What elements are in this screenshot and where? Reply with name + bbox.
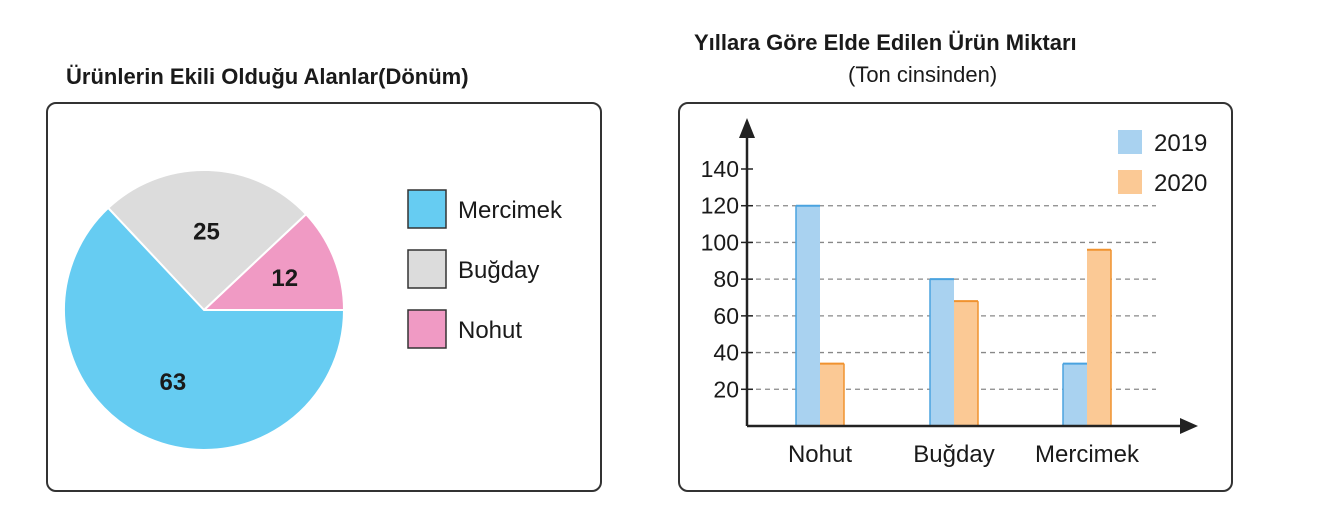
bar-chart-subtitle: (Ton cinsinden) — [848, 62, 998, 87]
pie-value-label-nohut: 12 — [271, 265, 298, 292]
legend-swatch-mercimek — [407, 189, 447, 229]
legend-label-2019: 2019 — [1154, 130, 1207, 157]
bar-mercimek-2020 — [1087, 249, 1111, 426]
legend-label-buğday: Buğday — [458, 257, 539, 284]
pie-value-label-buğday: 25 — [193, 219, 220, 246]
pie-chart: 12 25 63 Mercimek Buğday Nohut — [63, 168, 563, 451]
y-tick-label-140: 140 — [701, 156, 739, 182]
y-tick-label-60: 60 — [713, 303, 739, 329]
bar-buğday-2019 — [930, 279, 954, 426]
pie-slice-mercimek — [63, 206, 346, 451]
y-tick-label-80: 80 — [713, 266, 739, 292]
y-tick-label-20: 20 — [713, 376, 739, 402]
pie-value-label-mercimek: 63 — [160, 369, 187, 396]
x-axis-arrow — [1180, 418, 1198, 434]
bar-chart: 20 40 60 80 100 120 140 Nohut Buğday Mercimek 2019… — [701, 118, 1207, 468]
y-axis-arrow — [739, 118, 755, 138]
bar-nohut-2019 — [796, 205, 820, 426]
legend-swatch-nohut — [407, 309, 447, 349]
bar-chart-panel: 20 40 60 80 100 120 140 Nohut Buğday Mercimek 2019… — [678, 102, 1233, 492]
bar-mercimek-2019 — [1063, 363, 1087, 426]
y-tick-label-120: 120 — [701, 193, 739, 219]
x-category-label-mercimek: Mercimek — [1035, 441, 1140, 468]
legend-label-mercimek: Mercimek — [458, 197, 563, 224]
x-category-label-nohut: Nohut — [788, 441, 852, 468]
legend-swatch-2019 — [1118, 130, 1142, 154]
legend-label-2020: 2020 — [1154, 170, 1207, 197]
bar-chart-title: Yıllara Göre Elde Edilen Ürün Miktarı — [694, 30, 1077, 55]
x-category-label-buğday: Buğday — [913, 441, 994, 468]
y-tick-label-40: 40 — [713, 340, 739, 366]
legend-swatch-2020 — [1118, 170, 1142, 194]
pie-slice-nohut — [201, 212, 346, 311]
pie-slice-buğday — [106, 168, 308, 312]
pie-chart-title: Ürünlerin Ekili Olduğu Alanlar(Dönüm) — [66, 64, 469, 89]
pie-chart-panel: 12 25 63 Mercimek Buğday Nohut — [46, 102, 602, 492]
y-tick-label-100: 100 — [701, 229, 739, 255]
legend-swatch-buğday — [407, 249, 447, 289]
bar-buğday-2020 — [954, 301, 978, 426]
bar-nohut-2020 — [820, 363, 844, 426]
legend-label-nohut: Nohut — [458, 317, 522, 344]
